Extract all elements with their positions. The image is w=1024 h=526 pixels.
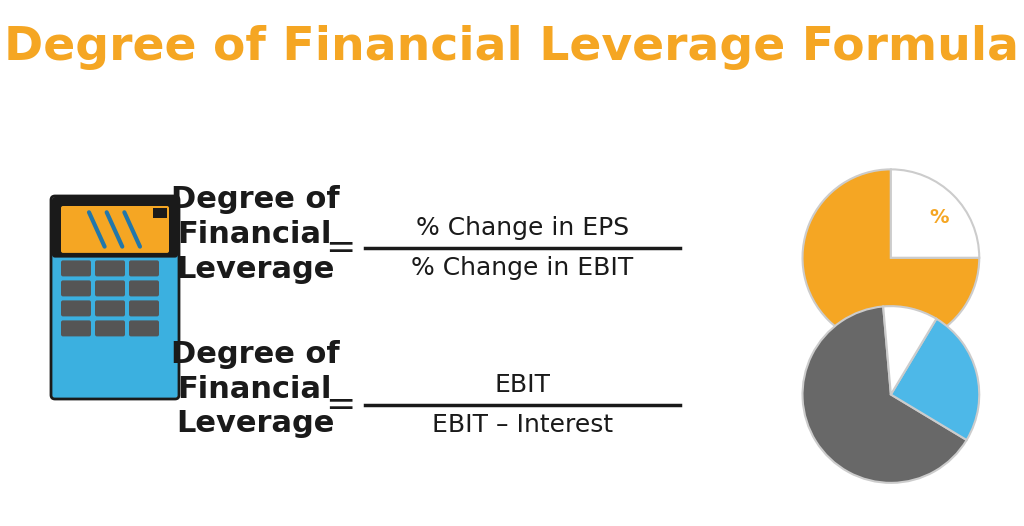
FancyBboxPatch shape	[61, 300, 91, 317]
FancyBboxPatch shape	[61, 260, 91, 276]
Text: % Change in EBIT: % Change in EBIT	[412, 256, 634, 280]
Text: %: %	[930, 208, 949, 227]
FancyBboxPatch shape	[61, 206, 169, 253]
Text: % Change in EPS: % Change in EPS	[416, 216, 629, 240]
FancyBboxPatch shape	[95, 320, 125, 337]
Text: EBIT: EBIT	[495, 373, 551, 397]
FancyBboxPatch shape	[129, 260, 159, 276]
Text: Degree of
Financial
Leverage: Degree of Financial Leverage	[171, 340, 339, 439]
FancyBboxPatch shape	[129, 280, 159, 296]
Wedge shape	[891, 169, 979, 258]
Text: EBIT – Interest: EBIT – Interest	[432, 413, 613, 437]
Text: =: =	[325, 231, 355, 265]
FancyBboxPatch shape	[95, 260, 125, 276]
FancyBboxPatch shape	[52, 246, 178, 398]
FancyBboxPatch shape	[95, 280, 125, 296]
FancyBboxPatch shape	[52, 197, 178, 258]
Bar	[153, 208, 167, 218]
Text: Degree of Financial Leverage Formula: Degree of Financial Leverage Formula	[4, 25, 1020, 70]
Wedge shape	[883, 306, 936, 394]
FancyBboxPatch shape	[61, 320, 91, 337]
FancyBboxPatch shape	[129, 300, 159, 317]
Wedge shape	[803, 169, 979, 346]
Wedge shape	[803, 307, 967, 483]
Wedge shape	[891, 319, 979, 440]
FancyBboxPatch shape	[95, 300, 125, 317]
Text: =: =	[325, 388, 355, 422]
Text: %: %	[718, 394, 745, 422]
FancyBboxPatch shape	[61, 280, 91, 296]
FancyBboxPatch shape	[129, 320, 159, 337]
Text: Degree of
Financial
Leverage: Degree of Financial Leverage	[171, 185, 339, 284]
